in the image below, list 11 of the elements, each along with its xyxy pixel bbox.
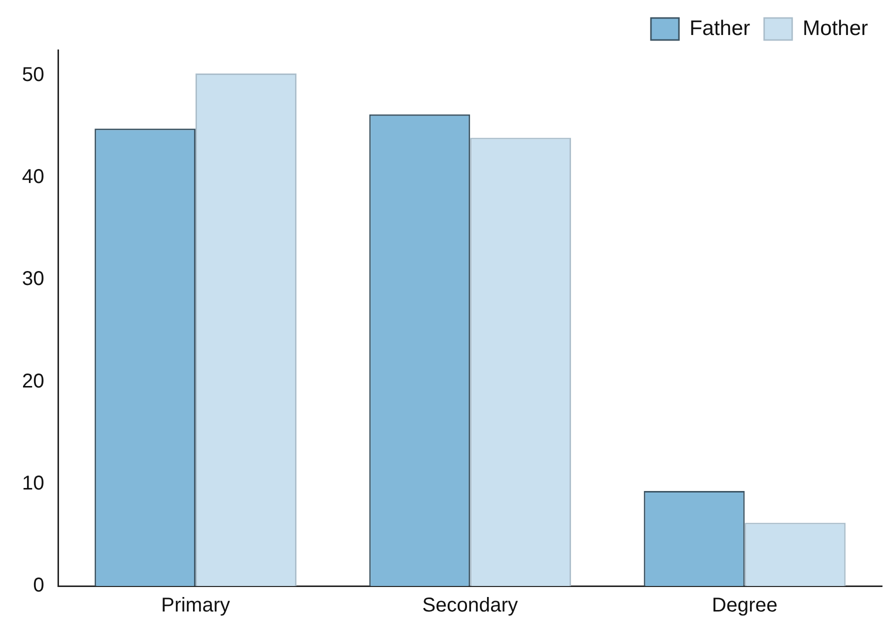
legend-label: Mother <box>802 16 868 40</box>
x-tick-label: Degree <box>712 594 778 617</box>
y-tick-label: 40 <box>22 166 44 188</box>
y-tick-label: 10 <box>22 472 44 494</box>
y-tick-label: 50 <box>22 64 44 86</box>
x-tick-label: Secondary <box>422 594 518 617</box>
x-tick-label: Primary <box>161 594 230 617</box>
legend-label: Father <box>689 16 750 40</box>
y-tick-label: 20 <box>22 370 44 392</box>
y-tick-label: 30 <box>22 268 44 290</box>
y-tick-label: 0 <box>33 574 44 597</box>
